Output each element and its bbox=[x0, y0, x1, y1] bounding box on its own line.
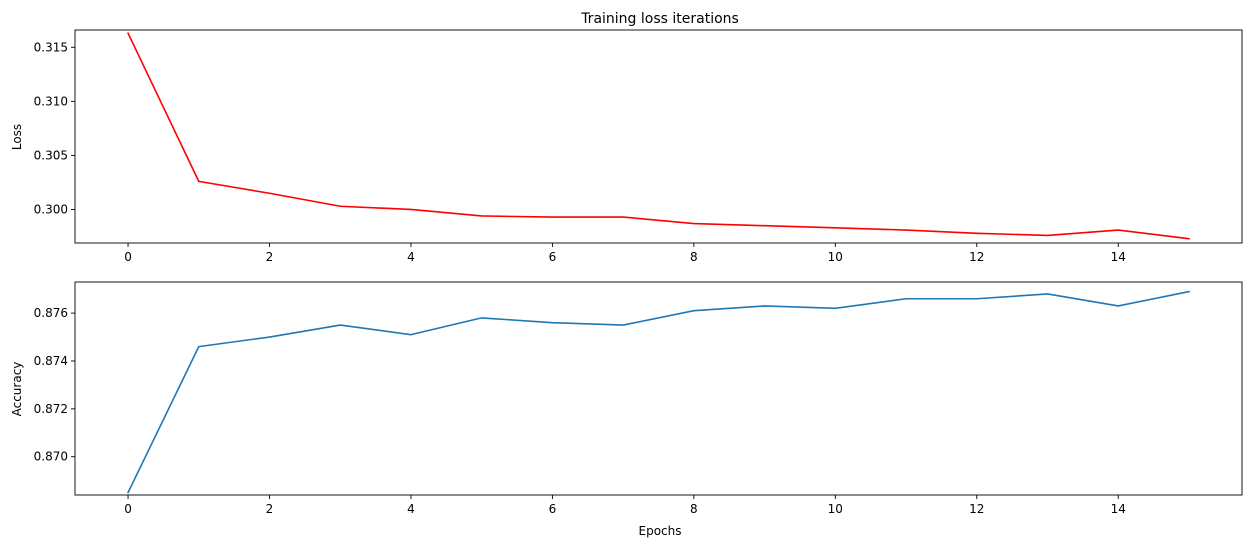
loss-series-line bbox=[126, 32, 1190, 240]
loss-x-tick-label: 14 bbox=[1111, 250, 1126, 264]
accuracy-x-tick-label: 12 bbox=[969, 502, 984, 516]
accuracy-y-axis-label: Accuracy bbox=[10, 362, 24, 417]
loss-x-tick-label: 10 bbox=[828, 250, 843, 264]
accuracy-y-tick-label: 0.874 bbox=[34, 354, 68, 368]
accuracy-y-tick-label: 0.876 bbox=[34, 306, 68, 320]
loss-plot-frame bbox=[74, 29, 1243, 244]
loss-chart-title: Training loss iterations bbox=[580, 11, 739, 27]
accuracy-chart: Epochs Accuracy 0 2 4 6 8 10 12 14 0.870 0.872 0.8… bbox=[10, 281, 1243, 538]
loss-x-tick-label: 8 bbox=[690, 250, 698, 264]
loss-x-tick-label: 12 bbox=[969, 250, 984, 264]
accuracy-y-tick-label: 0.870 bbox=[34, 450, 68, 464]
accuracy-x-tick-label: 8 bbox=[690, 502, 698, 516]
accuracy-x-tick-label: 0 bbox=[124, 502, 132, 516]
accuracy-plot-frame bbox=[74, 281, 1243, 496]
loss-chart-marks: 0 2 4 6 8 10 12 14 0.300 0.305 0.310 0.315 bbox=[34, 29, 1243, 264]
accuracy-x-tick-label: 10 bbox=[828, 502, 843, 516]
loss-x-tick-label: 6 bbox=[549, 250, 557, 264]
loss-y-tick-label: 0.305 bbox=[34, 148, 68, 162]
accuracy-x-tick-label: 6 bbox=[549, 502, 557, 516]
accuracy-x-tick-label: 2 bbox=[266, 502, 274, 516]
loss-x-tick-label: 0 bbox=[124, 250, 132, 264]
loss-chart: Training loss iterations Loss 0 2 4 6 8 10 12 1… bbox=[10, 11, 1243, 264]
loss-x-tick-label: 4 bbox=[407, 250, 415, 264]
accuracy-chart-marks: 0 2 4 6 8 10 12 14 0.870 0.872 0.874 0.876 bbox=[34, 281, 1243, 516]
accuracy-x-tick-label: 14 bbox=[1111, 502, 1126, 516]
loss-y-tick-label: 0.300 bbox=[34, 202, 68, 216]
loss-y-tick-label: 0.315 bbox=[34, 40, 68, 54]
accuracy-y-tick-label: 0.872 bbox=[34, 402, 68, 416]
loss-x-tick-label: 2 bbox=[266, 250, 274, 264]
accuracy-x-axis-label: Epochs bbox=[639, 524, 682, 538]
loss-y-axis-label: Loss bbox=[10, 124, 24, 150]
accuracy-x-tick-label: 4 bbox=[407, 502, 415, 516]
accuracy-series-line bbox=[126, 290, 1190, 494]
loss-y-tick-label: 0.310 bbox=[34, 94, 68, 108]
